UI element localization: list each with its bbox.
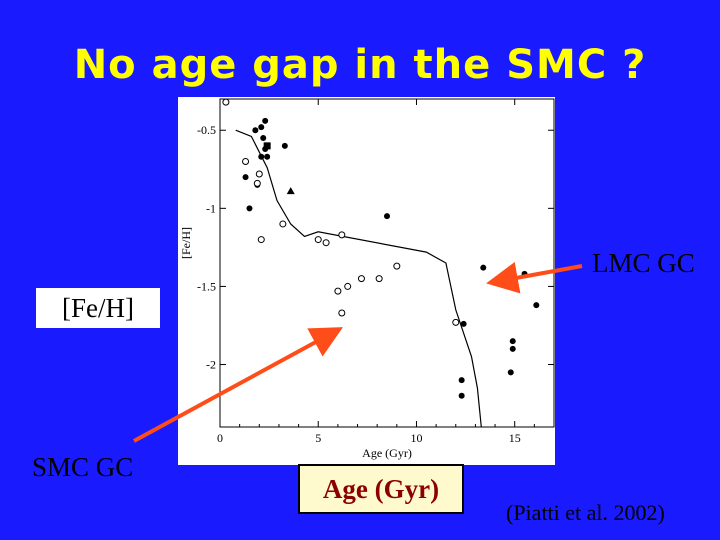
data-point-filled (262, 117, 269, 124)
data-point-filled (509, 338, 516, 345)
data-point-open (322, 239, 330, 247)
slide-title: No age gap in the SMC ? (73, 42, 647, 88)
data-point-triangle (286, 187, 295, 195)
citation-label: (Piatti et al. 2002) (506, 500, 665, 525)
data-point-open (222, 98, 230, 106)
model-curve (235, 129, 482, 428)
data-point-filled (281, 142, 288, 149)
smc-gc-label: SMC GC (32, 452, 134, 482)
x-tick-label: 15 (509, 431, 521, 445)
y-tick-label: -1.5 (197, 279, 216, 293)
plot-frame (219, 98, 555, 428)
data-point-open (257, 236, 265, 244)
y-axis-label: [Fe/H] (179, 227, 193, 259)
y-tick-label: -2 (206, 358, 216, 372)
data-point-filled (384, 213, 390, 220)
data-point-filled (242, 174, 249, 181)
data-point-open (452, 318, 460, 326)
data-point-filled (258, 124, 265, 131)
data-point-filled (533, 302, 540, 309)
y-tick-label: -0.5 (197, 123, 216, 137)
feh-label: [Fe/H] (36, 288, 160, 328)
x-tick-label: 10 (410, 431, 422, 445)
y-tick-label: -1 (206, 201, 216, 215)
x-axis-label: Age (Gyr) (362, 446, 412, 460)
data-point-square (263, 142, 271, 150)
lmc-gc-label: LMC GC (592, 248, 695, 278)
data-point-open (255, 170, 263, 178)
data-point-filled (509, 345, 516, 352)
data-point-open (338, 309, 346, 317)
data-point-open (344, 282, 352, 290)
age-gyr-label: Age (Gyr) (298, 464, 464, 514)
data-point-open (253, 179, 261, 187)
data-point-open (393, 262, 401, 270)
data-point-filled (458, 377, 465, 384)
data-point-filled (264, 153, 271, 160)
x-tick-label: 5 (315, 431, 321, 445)
data-point-filled (507, 369, 514, 376)
data-point-filled (458, 392, 465, 399)
smc-arrow (133, 327, 344, 443)
lmc-arrow (486, 261, 583, 294)
data-point-filled (252, 127, 259, 134)
data-point-open (242, 157, 250, 165)
data-point-filled (480, 264, 487, 271)
x-tick-label: 0 (217, 431, 223, 445)
data-point-open (334, 287, 342, 295)
data-point-filled (246, 205, 253, 212)
data-point-open (279, 220, 287, 228)
data-point-filled (460, 320, 467, 327)
data-point-filled (258, 153, 265, 160)
data-point-filled (260, 135, 267, 142)
data-point-open (314, 236, 322, 244)
data-point-open (357, 275, 365, 283)
data-point-open (338, 231, 346, 239)
data-point-open (375, 275, 383, 283)
